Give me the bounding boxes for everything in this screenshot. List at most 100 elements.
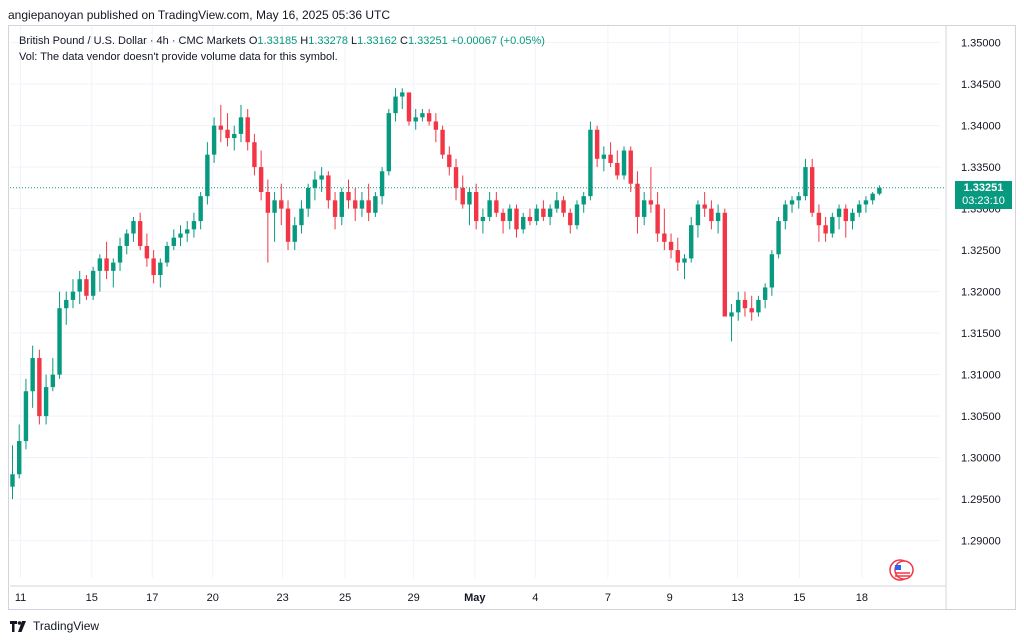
candle-body [722, 212, 728, 317]
candle [789, 196, 795, 213]
candle [655, 192, 660, 242]
candle [426, 109, 432, 126]
candle-body [185, 229, 190, 234]
chart-frame [8, 25, 1016, 610]
candle [823, 216, 828, 242]
candle [534, 204, 539, 226]
candle [695, 200, 701, 238]
flag-icon[interactable] [889, 559, 914, 581]
candle [715, 204, 721, 234]
candle-body [621, 150, 627, 176]
candle-body [292, 225, 297, 242]
candle [319, 167, 324, 193]
candle [64, 291, 69, 325]
bar-countdown: 03:23:10 [962, 194, 1005, 207]
candle [43, 374, 49, 425]
candle-body [279, 200, 284, 209]
candle-body [252, 142, 257, 168]
candle [460, 175, 465, 209]
candle-body [762, 287, 768, 300]
candle-body [601, 154, 607, 159]
candle [447, 146, 452, 176]
candle [104, 241, 109, 280]
candle-body [43, 387, 49, 417]
publisher-line: angiepanoyan published on TradingView.co… [8, 8, 391, 22]
candle-body [64, 299, 69, 309]
footer-brand[interactable]: TradingView [10, 619, 99, 633]
candle-body [17, 441, 22, 475]
candle-body [756, 299, 761, 313]
low-value: 1.33162 [357, 35, 397, 47]
candle-body [561, 200, 566, 213]
last-price-value: 1.33251 [963, 181, 1004, 194]
candle [232, 125, 237, 151]
candle-body [863, 200, 869, 205]
candle-body [682, 258, 687, 263]
candle [675, 237, 680, 271]
candle [359, 192, 365, 217]
candle-body [453, 167, 459, 188]
candle [17, 424, 22, 479]
candle [480, 208, 486, 234]
candle [547, 204, 553, 226]
candle [346, 179, 351, 209]
candle-body [299, 208, 304, 226]
candle [473, 183, 479, 230]
candle-body [776, 221, 781, 255]
candle [574, 200, 580, 230]
open-value: 1.33185 [257, 35, 298, 47]
candle [648, 167, 654, 213]
candle [689, 216, 694, 263]
candle-body [541, 208, 546, 217]
candle [413, 109, 418, 130]
y-tick-label: 1.35000 [961, 38, 1001, 50]
close-label: C [399, 35, 408, 47]
candle [191, 212, 197, 238]
candle-body [843, 208, 848, 222]
x-tick-label: 29 [408, 592, 420, 604]
candle-body [50, 374, 56, 388]
y-tick-label: 1.32000 [961, 287, 1001, 299]
candle [124, 229, 129, 255]
candle-body [702, 204, 707, 209]
candle [406, 92, 412, 126]
x-tick-label: May [464, 592, 486, 604]
candle [863, 196, 869, 213]
x-tick-label: 7 [605, 592, 611, 604]
candle [830, 212, 835, 238]
candle [756, 295, 761, 317]
candle [90, 266, 96, 300]
candle-body [527, 216, 533, 222]
candle-body [144, 245, 150, 259]
high-label: H [300, 35, 309, 47]
candle-body [211, 125, 217, 155]
candle [467, 187, 472, 226]
candle-body [514, 208, 519, 230]
candle-body [57, 308, 62, 375]
candle [265, 179, 271, 263]
candle [279, 183, 284, 226]
candle-body [857, 204, 862, 213]
candle [857, 200, 862, 217]
candle [198, 192, 203, 230]
candle-body [507, 208, 512, 222]
candle-body [440, 129, 445, 155]
candle [803, 158, 808, 201]
candle [736, 291, 741, 321]
candle-body [238, 117, 244, 134]
candle-body [547, 208, 553, 217]
candle-body [836, 208, 842, 217]
candle-body [366, 200, 371, 213]
candle [836, 204, 842, 230]
candle-body [406, 92, 412, 122]
candle [621, 146, 627, 180]
y-tick-label: 1.34000 [961, 121, 1001, 133]
last-price-badge: 1.33251 03:23:10 [955, 180, 1012, 209]
candle-body [830, 216, 835, 234]
candle-body [111, 262, 116, 271]
candle-body [158, 262, 163, 276]
candle-body [225, 129, 230, 139]
price-axis: 1.350001.345001.340001.335001.330001.325… [945, 26, 1001, 610]
candle-body [823, 225, 828, 234]
